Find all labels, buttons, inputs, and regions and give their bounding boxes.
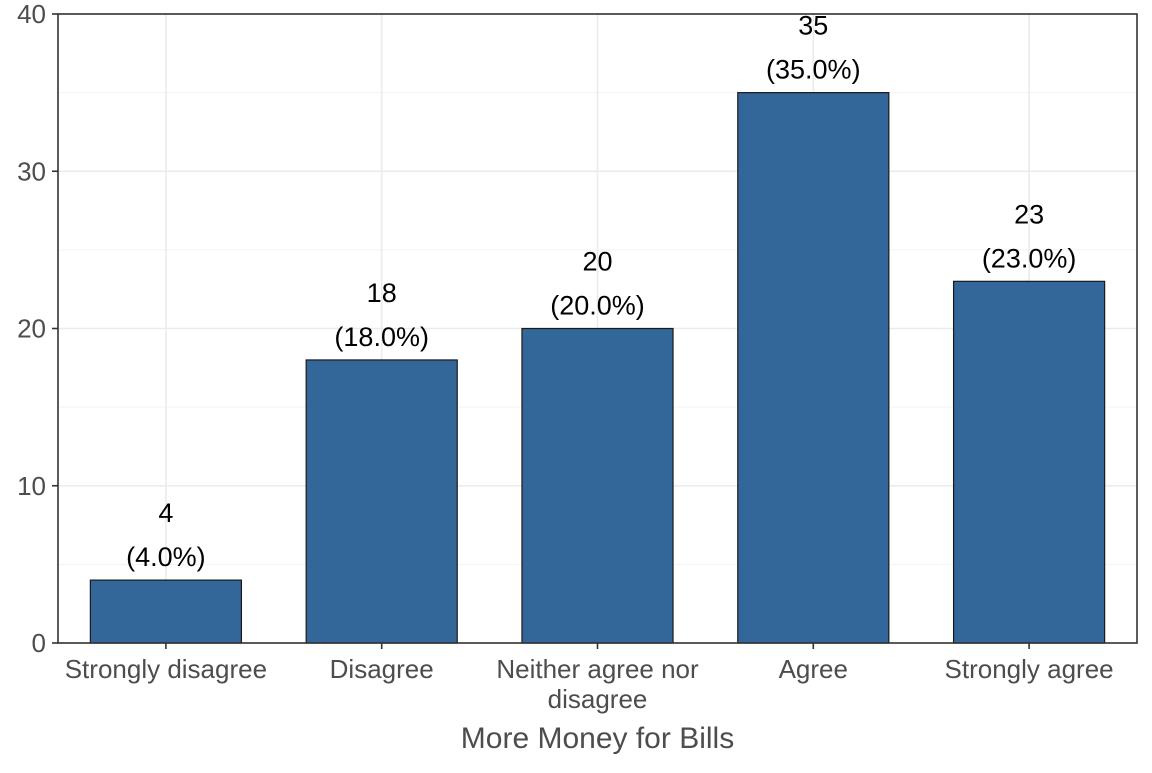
data-labels: 4 (4.0%) 18 (18.0%) 20 (20.0%) 35 (35.0%) 23 (23.… bbox=[126, 11, 1076, 572]
x-tick-label: Disagree bbox=[330, 654, 434, 684]
bar-percent-label: (35.0%) bbox=[766, 55, 861, 85]
bar-count-label: 35 bbox=[798, 11, 828, 41]
bar bbox=[305, 359, 458, 644]
bar bbox=[952, 280, 1106, 644]
bar-percent-label: (20.0%) bbox=[550, 291, 645, 321]
bar-percent-label: (23.0%) bbox=[982, 243, 1077, 273]
x-tick-label: disagree bbox=[548, 684, 648, 714]
bars bbox=[89, 92, 1106, 644]
x-tick-label: Neither agree nor bbox=[496, 654, 699, 684]
y-tick-label: 0 bbox=[32, 628, 46, 658]
bar bbox=[521, 327, 674, 644]
y-tick-label: 30 bbox=[17, 156, 46, 186]
y-tick-label: 40 bbox=[17, 0, 46, 29]
x-tick-label: Strongly disagree bbox=[65, 654, 267, 684]
bar-count-label: 4 bbox=[158, 498, 173, 528]
y-tick-label: 10 bbox=[17, 471, 46, 501]
axes: 0 10 20 30 40 Strongly disagree Disagree Neithe… bbox=[17, 0, 1114, 714]
x-tick-label: Agree bbox=[779, 654, 848, 684]
bar-count-label: 20 bbox=[582, 247, 612, 277]
bar-count-label: 23 bbox=[1014, 199, 1044, 229]
bar bbox=[89, 579, 243, 644]
bar-percent-label: (18.0%) bbox=[334, 322, 429, 352]
bar bbox=[737, 92, 890, 644]
bar-percent-label: (4.0%) bbox=[126, 542, 206, 572]
y-tick-label: 20 bbox=[17, 314, 46, 344]
x-axis-title: More Money for Bills bbox=[461, 722, 734, 755]
plot-panel-border bbox=[57, 13, 1138, 644]
bar-count-label: 18 bbox=[367, 278, 397, 308]
x-tick-label: Strongly agree bbox=[945, 654, 1114, 684]
